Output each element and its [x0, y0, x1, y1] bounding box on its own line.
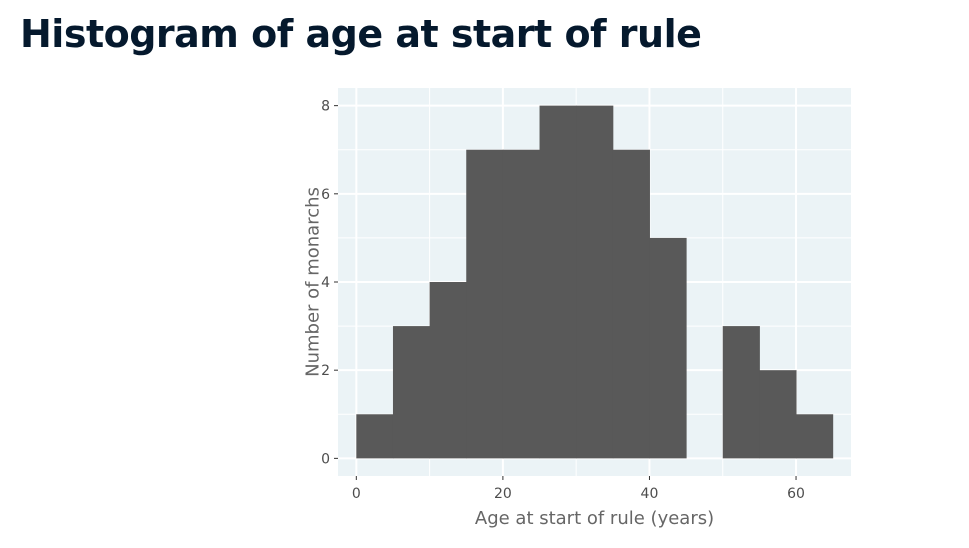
- x-axis: 0 20 40 60: [352, 476, 805, 502]
- histogram-bar: [796, 414, 834, 459]
- histogram-bar: [392, 326, 431, 459]
- y-tick-label: 8: [321, 99, 330, 115]
- histogram-bar: [466, 149, 504, 459]
- histogram-bar: [429, 282, 467, 459]
- y-tick-label: 4: [321, 275, 330, 291]
- histogram-bar: [502, 149, 541, 459]
- histogram-bar: [649, 237, 687, 459]
- x-tick-label: 0: [352, 486, 361, 502]
- x-tick-label: 20: [494, 486, 512, 502]
- page-title: Histogram of age at start of rule: [20, 12, 702, 56]
- y-axis-title: Number of monarchs: [302, 187, 323, 377]
- histogram-bar: [356, 414, 394, 459]
- x-axis-title: Age at start of rule (years): [475, 508, 714, 529]
- y-axis: 0 2 4 6 8: [321, 99, 338, 467]
- histogram-bar: [576, 105, 614, 459]
- histogram-bar: [539, 105, 577, 459]
- y-tick-label: 6: [321, 187, 330, 203]
- x-tick-label: 40: [641, 486, 659, 502]
- x-tick-label: 60: [787, 486, 805, 502]
- y-tick-label: 2: [321, 363, 330, 379]
- histogram-bar: [759, 370, 797, 459]
- y-tick-label: 0: [321, 451, 330, 467]
- histogram-bar: [722, 326, 760, 459]
- histogram-bar: [612, 149, 650, 459]
- histogram-bars: [356, 105, 834, 459]
